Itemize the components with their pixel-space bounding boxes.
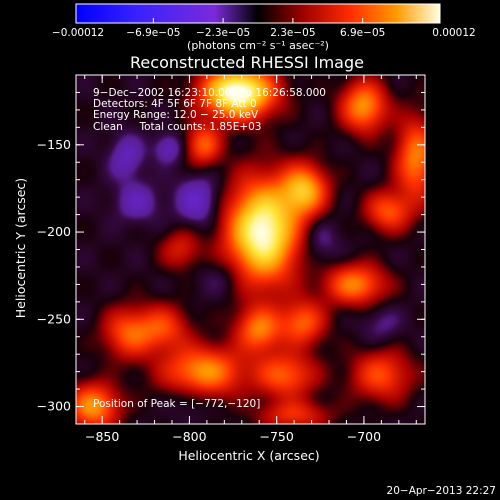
timestamp: 20−Apr−2013 22:27 xyxy=(387,485,496,497)
colorbar-tick-label: 0.00012 xyxy=(432,27,475,39)
info-line-energy: Energy Range: 12.0 − 25.0 keV xyxy=(93,109,259,121)
peak-position-label: Position of Peak = [−772,−120] xyxy=(93,398,260,410)
chart-title: Reconstructed RHESSI Image xyxy=(130,53,364,72)
heatmap-image xyxy=(76,75,425,424)
colorbar-tick-label: 6.9e−05 xyxy=(340,27,385,39)
x-tick-labels: −850 −800 −750 −700 xyxy=(85,429,381,444)
info-line-time: 9−Dec−2002 16:23:10.000 to 16:26:58.000 xyxy=(93,87,326,99)
x-tick-label: −800 xyxy=(172,429,206,444)
colorbar-tick-labels: −0.00012 −6.9e−05 −2.3e−05 2.3e−05 6.9e−05 0.… xyxy=(52,27,476,39)
y-tick-labels: −150 −200 −250 −300 xyxy=(37,137,71,414)
y-tick-label: −150 xyxy=(37,137,71,152)
y-tick-label: −250 xyxy=(37,311,71,326)
x-tick-label: −750 xyxy=(260,429,294,444)
x-axis-label: Heliocentric X (arcsec) xyxy=(178,448,319,463)
info-block: 9−Dec−2002 16:23:10.000 to 16:26:58.000 … xyxy=(93,87,326,133)
x-tick-label: −850 xyxy=(85,429,119,444)
axis-ticks xyxy=(76,75,425,424)
colorbar-ticks xyxy=(75,18,441,23)
x-tick-label: −700 xyxy=(347,429,381,444)
colorbar-tick-label: −6.9e−05 xyxy=(126,27,180,39)
colorbar-tick-label: 2.3e−05 xyxy=(270,27,315,39)
y-axis-label: Heliocentric Y (arcsec) xyxy=(13,178,28,318)
y-tick-label: −200 xyxy=(37,224,71,239)
colorbar-units: (photons cm⁻² s⁻¹ asec⁻²) xyxy=(187,39,329,52)
colorbar xyxy=(75,3,441,24)
info-line-clean: Clean Total counts: 1.85E+03 xyxy=(93,121,262,133)
colorbar-tick-label: −0.00012 xyxy=(52,27,104,39)
y-tick-label: −300 xyxy=(37,399,71,414)
info-line-detectors: Detectors: 4F 5F 6F 7F 8F Att 0 xyxy=(93,98,257,110)
colorbar-tick-label: −2.3e−05 xyxy=(196,27,250,39)
